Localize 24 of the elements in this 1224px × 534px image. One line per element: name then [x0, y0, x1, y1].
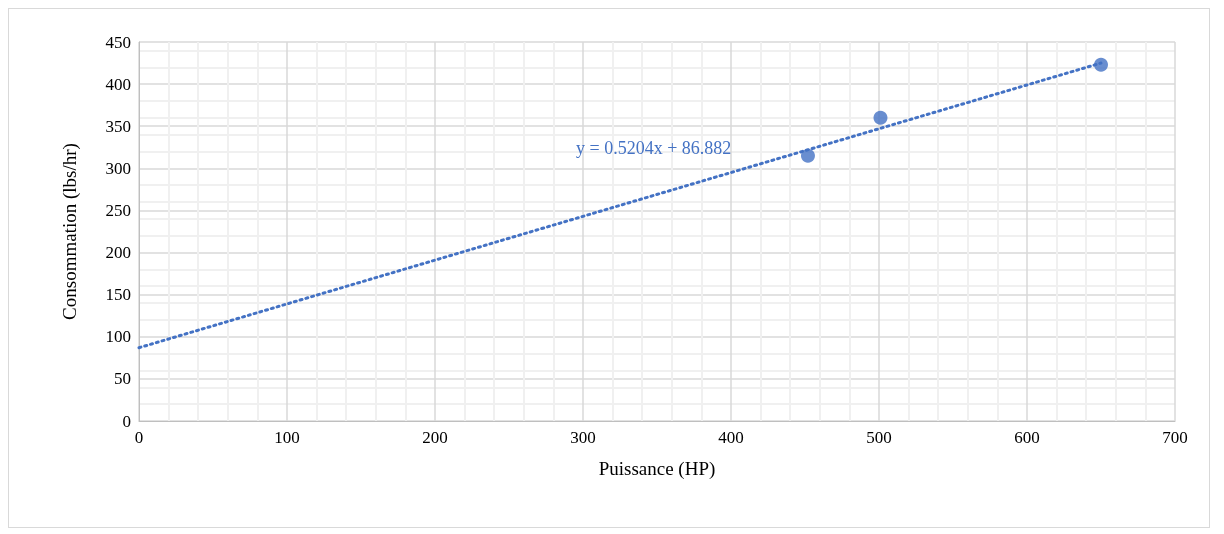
y-tick-label: 450	[105, 32, 131, 52]
x-tick-label: 0	[134, 428, 144, 447]
y-tick-label: 250	[105, 200, 131, 220]
point	[873, 110, 888, 125]
x-tick-label: 700	[1162, 428, 1188, 447]
x-tick-label: 200	[422, 428, 448, 447]
point	[1094, 57, 1108, 72]
y-tick-label: 350	[105, 116, 131, 136]
x-tick-label: 300	[570, 428, 596, 447]
y-tick-label: 50	[114, 369, 131, 389]
x-tick-label: 100	[274, 428, 300, 447]
y-axis-title: Consommation (lbs/hr)	[59, 143, 81, 320]
x-tick-label: 600	[1014, 428, 1040, 447]
y-tick-label: 150	[105, 285, 131, 305]
annotation: y = 0.5204x + 86.882	[576, 138, 732, 158]
y-tick-label: 400	[105, 74, 131, 94]
x-tick-label: 500	[866, 428, 892, 447]
x-tick-label: 400	[718, 428, 744, 447]
y-tick-label: 300	[105, 158, 131, 178]
y-tick-label: 0	[122, 411, 131, 431]
x-axis-title: Puissance (HP)	[598, 458, 716, 480]
point	[800, 148, 815, 163]
y-tick-label: 200	[105, 243, 131, 263]
y-tick-label: 100	[105, 327, 131, 347]
